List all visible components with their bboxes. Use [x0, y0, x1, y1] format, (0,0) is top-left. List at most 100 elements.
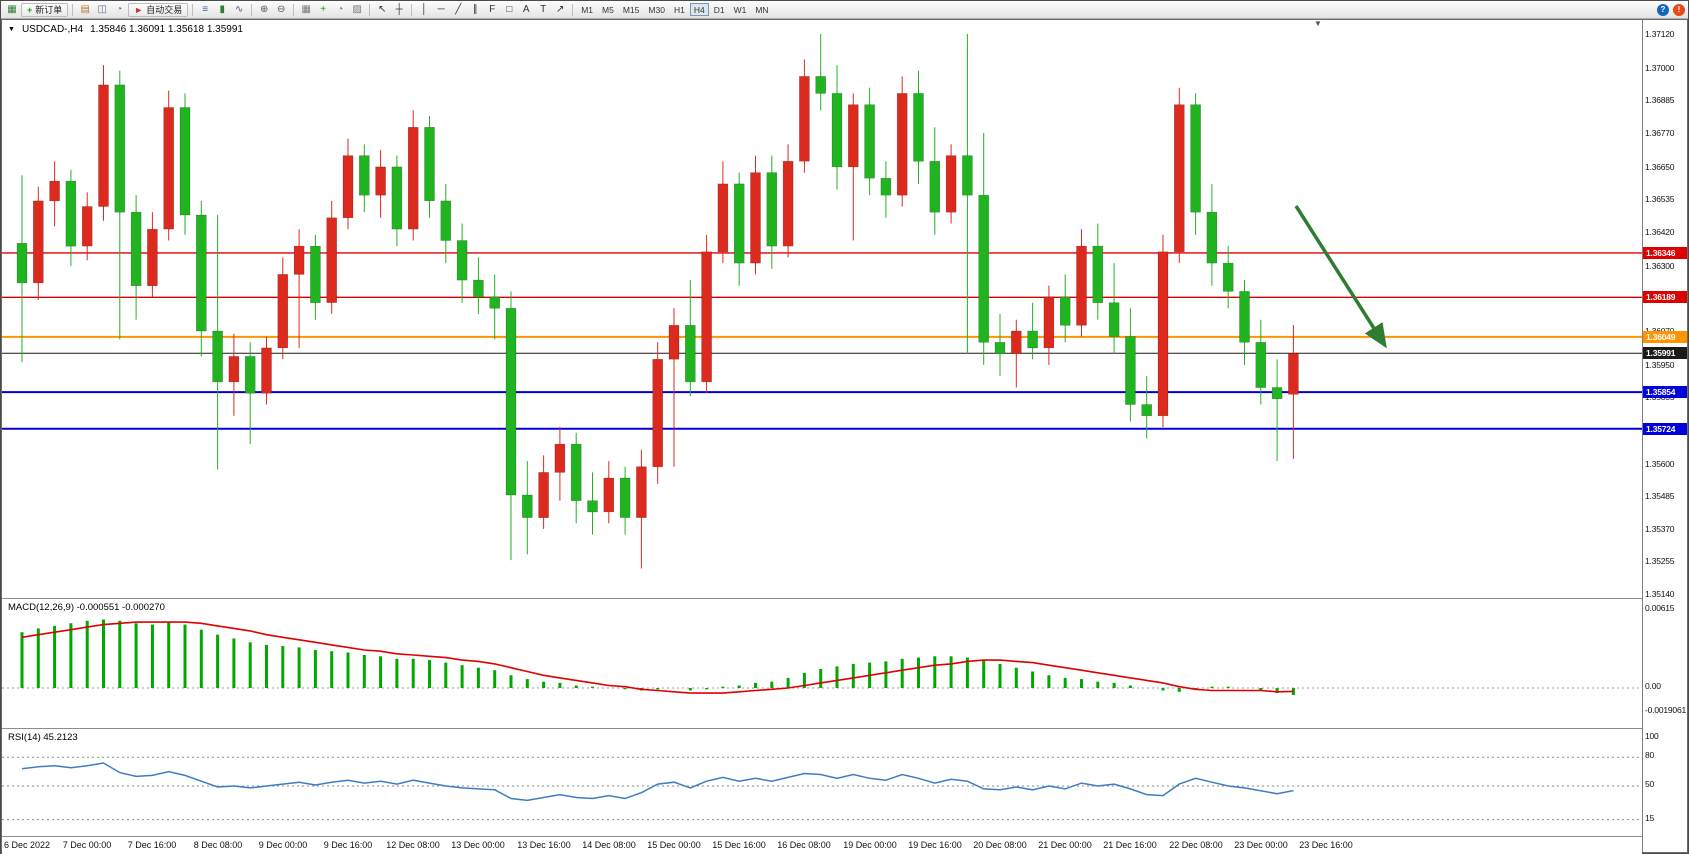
rsi-tick: 15: [1645, 813, 1655, 823]
macd-label: MACD(12,26,9) -0.000551 -0.000270: [8, 602, 165, 613]
main-chart-pane[interactable]: ▼ USDCAD-,H4 1.35846 1.36091 1.35618 1.3…: [2, 20, 1642, 598]
down-arrow-annotation[interactable]: [1294, 205, 1387, 349]
candle-body: [1011, 330, 1022, 354]
candle-body: [978, 194, 989, 343]
toolbar-separator: [411, 3, 413, 16]
timeframe-mn[interactable]: MN: [751, 3, 772, 16]
timeframe-m1[interactable]: M1: [577, 3, 597, 16]
candle-body: [244, 356, 256, 394]
time-label: 22 Dec 08:00: [1169, 840, 1223, 850]
candle-body: [962, 155, 973, 196]
candle-body: [473, 279, 484, 298]
candle-body: [1222, 262, 1234, 292]
timeframe-m15[interactable]: M15: [619, 3, 644, 16]
time-axis[interactable]: 6 Dec 2022 7 Dec 00:00 7 Dec 16:00 8 Dec 08…: [2, 836, 1642, 854]
candle-body: [636, 466, 647, 518]
candle-body: [391, 166, 403, 230]
candle-body: [114, 84, 126, 213]
time-label: 16 Dec 08:00: [777, 840, 831, 850]
timeframe-h4[interactable]: H4: [689, 3, 709, 16]
candle-body: [1125, 336, 1136, 405]
candle-body: [179, 107, 191, 216]
candle-body: [945, 155, 957, 213]
candle-body: [1108, 302, 1120, 337]
price-badge-1.35991: 1.35991: [1643, 347, 1687, 359]
timeframe-m30[interactable]: M30: [644, 3, 669, 16]
candle-body: [717, 183, 729, 253]
time-label: 21 Dec 00:00: [1038, 840, 1092, 850]
price-tick: 1.36650: [1645, 162, 1675, 172]
candle-body: [16, 243, 28, 284]
autotrade-button[interactable]: ► 自动交易: [128, 2, 189, 17]
horizontal-line-icon[interactable]: ─: [437, 3, 445, 15]
candle-body: [49, 180, 60, 202]
tile-windows-icon[interactable]: ▦: [301, 3, 311, 15]
candle-body: [505, 308, 517, 496]
chart-shift-marker[interactable]: ▼: [1314, 20, 1322, 28]
candle-body: [1271, 387, 1283, 400]
community-icon[interactable]: !: [1673, 3, 1685, 16]
candle-body: [831, 93, 843, 168]
price-tick: 1.36885: [1645, 95, 1675, 105]
text-icon[interactable]: A: [522, 3, 530, 15]
price-tick: 1.36420: [1645, 227, 1675, 237]
timeframe-h1[interactable]: H1: [670, 3, 689, 16]
price-badge-1.35724: 1.35724: [1643, 423, 1687, 435]
timeframe-d1[interactable]: D1: [710, 3, 729, 16]
time-label: 9 Dec 00:00: [258, 840, 308, 850]
equidistant-channel-icon[interactable]: ∥: [472, 3, 478, 15]
vertical-line-icon[interactable]: │: [421, 3, 428, 15]
periods-icon[interactable]: ◔: [337, 3, 344, 15]
fibonacci-icon[interactable]: F: [489, 3, 496, 15]
strategy-tester-icon[interactable]: ◔: [116, 3, 123, 15]
bar-chart-icon[interactable]: ≡: [202, 3, 209, 15]
indicators-icon[interactable]: +: [320, 3, 327, 15]
candle-body: [130, 211, 142, 286]
candle-body: [1141, 404, 1152, 417]
time-label: 23 Dec 16:00: [1299, 840, 1353, 850]
price-axis[interactable]: 1.37120 1.37000 1.36885 1.36770 1.36650 1.365…: [1642, 20, 1687, 852]
macd-tick: 0.00: [1645, 681, 1661, 691]
macd-pane[interactable]: MACD(12,26,9) -0.000551 -0.000270: [2, 598, 1642, 728]
timeframe-m5[interactable]: M5: [598, 3, 618, 16]
candle-body: [929, 161, 941, 213]
text-label-icon[interactable]: T: [540, 3, 547, 15]
price-tick: 1.36535: [1645, 194, 1675, 204]
new-order-button[interactable]: + 新订单: [21, 2, 69, 17]
price-badge-1.35854: 1.35854: [1643, 386, 1687, 398]
candle-body: [750, 172, 761, 264]
time-label: 15 Dec 16:00: [712, 840, 766, 850]
time-label: 13 Dec 00:00: [451, 840, 505, 850]
candle-body: [1174, 104, 1185, 253]
help-icon[interactable]: ?: [1657, 3, 1669, 16]
candlestick-chart[interactable]: [2, 20, 1642, 598]
line-chart-icon[interactable]: ∿: [235, 3, 244, 15]
timeframe-w1[interactable]: W1: [730, 3, 751, 16]
templates-icon[interactable]: ▨: [352, 3, 362, 15]
rsi-pane[interactable]: RSI(14) 45.2123: [2, 728, 1642, 836]
cursor-icon[interactable]: ↖: [378, 3, 387, 15]
terminal-icon[interactable]: ▦: [7, 3, 17, 15]
toolbar: ▦ + 新订单 ▤ ◫ ◔ ► 自动交易 ≡ ▮ ∿ ⊕ ⊖ ▦ + ◔ ▨ ↖ ┼ │ ─ ╱ ∥ F □ A T ↗ M1 M5 M15…: [1, 1, 1688, 19]
macd-tick: 0.00615: [1645, 603, 1675, 613]
shapes-icon[interactable]: □: [506, 3, 513, 15]
new-chart-icon[interactable]: ◫: [97, 3, 107, 15]
trendline-icon[interactable]: ╱: [455, 3, 462, 15]
zoom-in-icon[interactable]: ⊕: [260, 3, 269, 15]
time-label: 13 Dec 16:00: [517, 840, 571, 850]
arrows-tool-icon[interactable]: ↗: [556, 3, 565, 15]
macd-chart: [2, 619, 1642, 695]
price-tick: 1.36770: [1645, 128, 1675, 138]
candle-body: [440, 200, 452, 241]
candle-body: [522, 494, 533, 518]
candle-body: [1190, 104, 1201, 213]
candle-body: [913, 93, 924, 162]
collapse-triangle-icon[interactable]: ▼: [8, 26, 15, 33]
crosshair-icon[interactable]: ┼: [395, 3, 403, 15]
zoom-out-icon[interactable]: ⊖: [277, 3, 286, 15]
candlestick-icon[interactable]: ▮: [219, 3, 225, 15]
market-watch-icon[interactable]: ▤: [80, 3, 90, 15]
candle-body: [1059, 296, 1071, 326]
candle-body: [228, 356, 240, 383]
